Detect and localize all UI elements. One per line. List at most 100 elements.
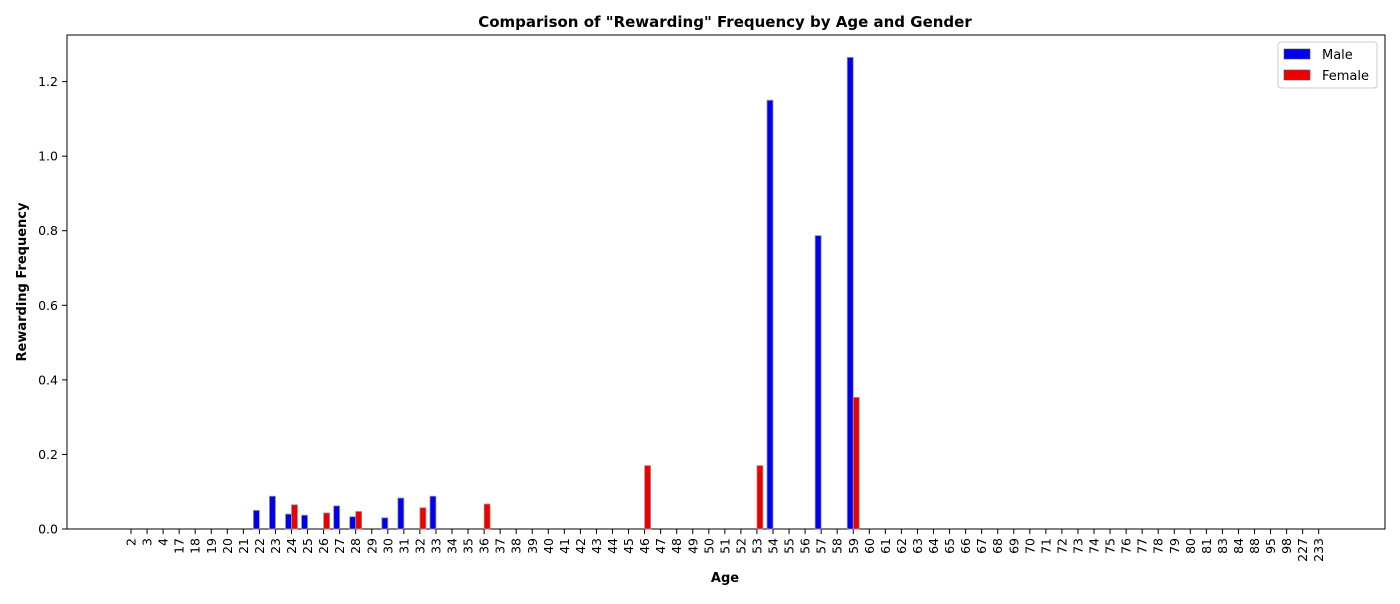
bar-female [419, 507, 427, 530]
x-tick-label: 54 [766, 538, 781, 554]
x-tick-label: 79 [1167, 538, 1182, 554]
x-tick-label: 18 [188, 538, 203, 554]
x-tick-label: 24 [284, 538, 299, 554]
x-tick-label: 20 [220, 538, 235, 554]
y-tick-label: 0.0 [38, 522, 58, 537]
bar-female [323, 512, 331, 530]
x-tick-label: 36 [477, 538, 492, 554]
x-tick-label: 68 [990, 538, 1005, 554]
x-tick-label: 23 [268, 538, 283, 554]
x-tick-label: 48 [669, 538, 684, 554]
x-tick-label: 61 [878, 538, 893, 554]
x-tick-label: 83 [1215, 538, 1230, 554]
x-tick-label: 22 [252, 538, 267, 554]
x-tick-label: 71 [1038, 538, 1053, 554]
bar-male [349, 516, 357, 530]
x-tick-label: 62 [894, 538, 909, 554]
x-tick-label: 57 [814, 538, 829, 554]
x-tick-label: 47 [653, 538, 668, 554]
x-tick-label: 32 [412, 538, 427, 554]
x-tick-label: 65 [942, 538, 957, 554]
x-tick-label: 66 [958, 538, 973, 554]
x-tick-label: 95 [1263, 538, 1278, 554]
plot-area: 0.00.20.40.60.81.01.22 3 4 17 18 19 20 21 22 23 24… [38, 34, 1386, 562]
x-tick-label: 42 [573, 538, 588, 554]
x-tick-label: 34 [445, 538, 460, 554]
x-tick-label: 41 [557, 538, 572, 554]
bar-female [756, 465, 764, 530]
y-tick-label: 0.8 [38, 223, 58, 238]
y-tick-label: 1.2 [38, 74, 58, 89]
y-axis-label: Rewarding Frequency [15, 202, 30, 361]
x-tick-label: 63 [910, 538, 925, 554]
x-tick-label: 31 [396, 538, 411, 554]
x-tick-label: 81 [1199, 538, 1214, 554]
legend-label-female: Female [1322, 69, 1369, 84]
bar-female [644, 465, 651, 530]
x-tick-label: 73 [1070, 538, 1085, 554]
plot-frame [66, 34, 1386, 530]
bar-male [846, 56, 854, 530]
x-tick-label: 74 [1087, 538, 1102, 554]
x-tick-label: 70 [1022, 538, 1037, 554]
x-tick-label: 64 [926, 538, 941, 554]
x-tick-label: 58 [830, 538, 845, 554]
bar-male [269, 495, 276, 530]
x-tick-label: 233 [1311, 538, 1326, 562]
x-tick-label: 40 [541, 538, 556, 554]
y-tick-label: 1.0 [38, 149, 58, 164]
x-tick-label: 53 [749, 538, 764, 554]
legend-label-male: Male [1322, 48, 1353, 63]
x-tick-label: 4 [156, 538, 171, 546]
bar-male [397, 497, 405, 530]
x-tick-label: 72 [1054, 538, 1069, 554]
y-tick-label: 0.2 [38, 447, 58, 462]
x-tick-label: 59 [846, 538, 861, 554]
x-tick-label: 98 [1279, 538, 1294, 554]
x-tick-label: 46 [637, 538, 652, 554]
bar-male [766, 99, 774, 530]
x-tick-label: 44 [605, 538, 620, 554]
legend-swatch-male [1283, 48, 1311, 60]
y-tick-label: 0.4 [38, 372, 58, 387]
x-tick-label: 29 [364, 538, 379, 554]
legend-swatch-female [1283, 69, 1311, 81]
bar-male [381, 517, 389, 530]
x-tick-label: 3 [140, 538, 155, 546]
x-tick-label: 75 [1103, 538, 1118, 554]
bar-male [301, 514, 308, 530]
chart-title: Comparison of "Rewarding" Frequency by A… [478, 13, 972, 31]
x-tick-label: 227 [1295, 538, 1310, 562]
x-tick-label: 19 [204, 538, 219, 554]
x-tick-label: 51 [717, 538, 732, 554]
x-tick-label: 28 [348, 538, 363, 554]
x-tick-label: 67 [974, 538, 989, 554]
x-tick-label: 27 [332, 538, 347, 554]
bar-male [429, 495, 437, 530]
x-tick-label: 25 [300, 538, 315, 554]
bar-female [852, 396, 860, 530]
bar-male [333, 505, 341, 530]
bar-male [252, 509, 260, 530]
y-tick-label: 0.6 [38, 298, 58, 313]
bar-female [483, 503, 491, 530]
x-tick-label: 60 [862, 538, 877, 554]
x-tick-label: 80 [1183, 538, 1198, 554]
x-tick-label: 45 [621, 538, 636, 554]
x-tick-label: 88 [1247, 538, 1262, 554]
x-tick-label: 78 [1151, 538, 1166, 554]
x-tick-label: 76 [1119, 538, 1134, 554]
bar-male [814, 235, 822, 530]
bar-female [291, 504, 298, 530]
x-tick-label: 35 [461, 538, 476, 554]
x-tick-label: 38 [509, 538, 524, 554]
x-tick-label: 43 [589, 538, 604, 554]
legend: Male Female [1277, 41, 1378, 89]
x-tick-label: 56 [798, 538, 813, 554]
x-tick-label: 84 [1231, 538, 1246, 554]
x-tick-label: 39 [525, 538, 540, 554]
x-tick-label: 55 [782, 538, 797, 554]
x-tick-label: 17 [172, 538, 187, 554]
